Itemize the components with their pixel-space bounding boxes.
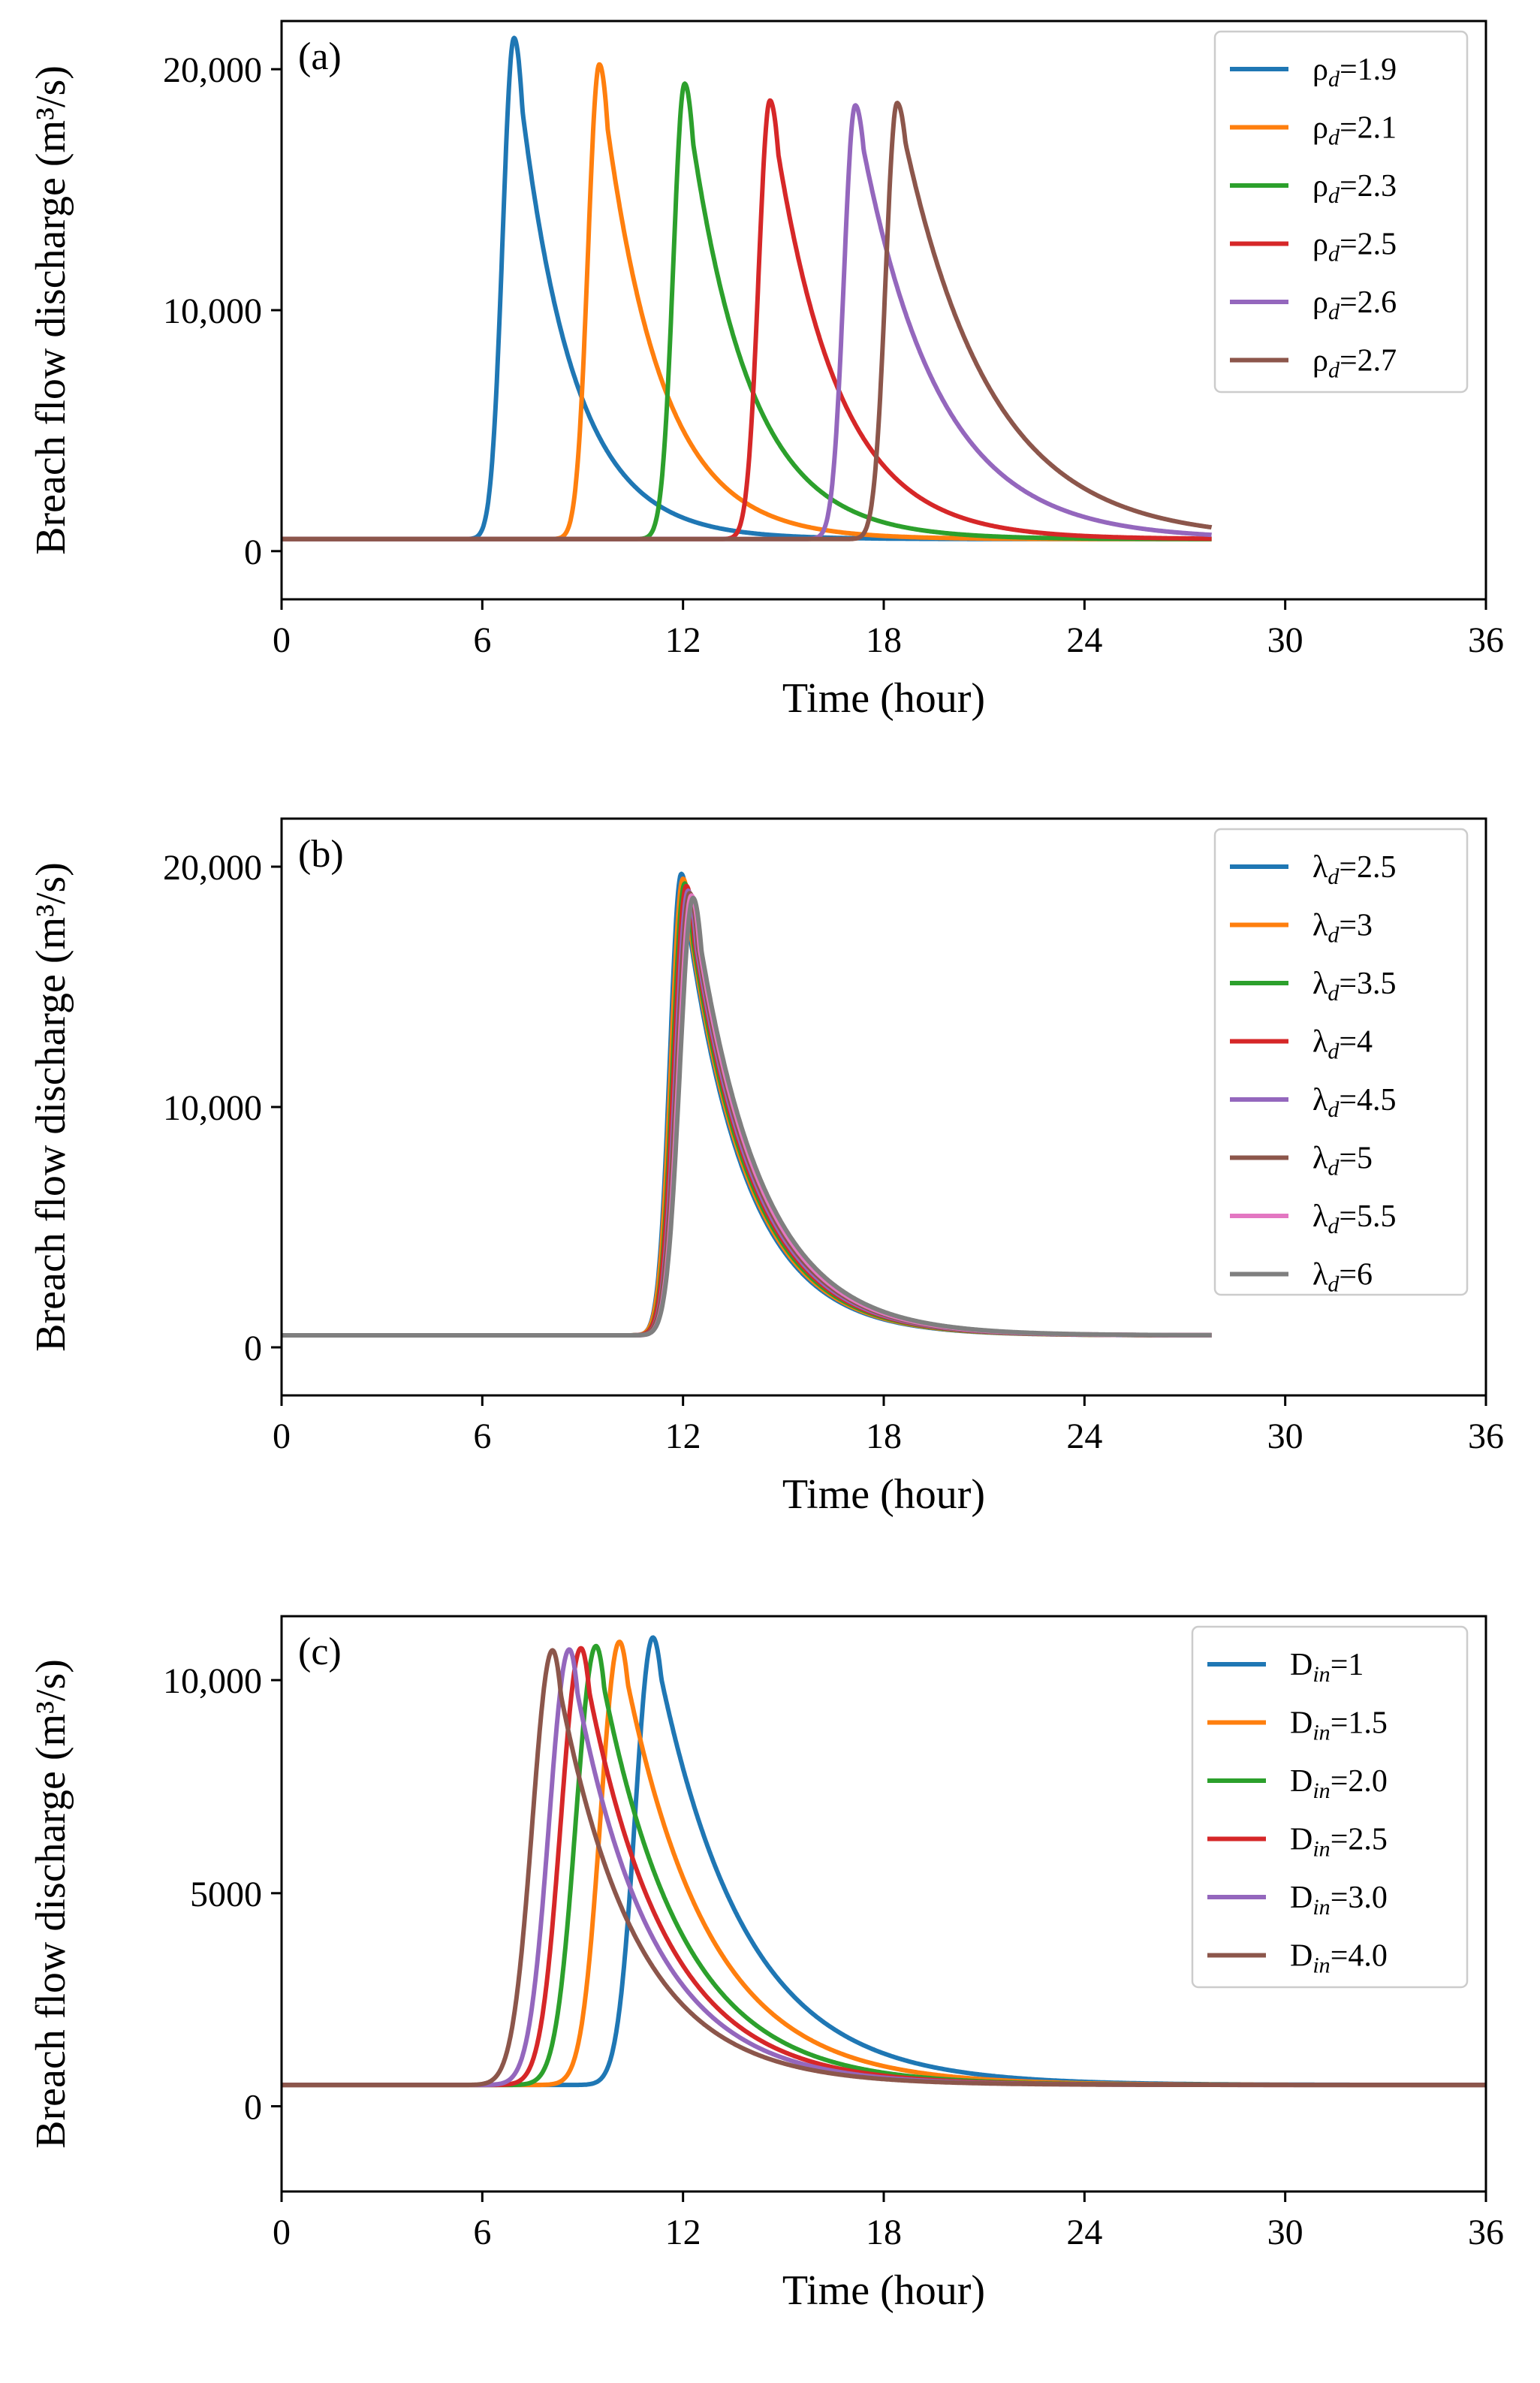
- series-line-6: [282, 891, 1213, 1338]
- legend-entry: Din=2.0: [1290, 1764, 1388, 1803]
- x-axis-label: Time (hour): [782, 675, 985, 722]
- x-tick-label: 18: [866, 620, 902, 660]
- x-tick-label: 0: [273, 620, 291, 660]
- legend-entry: λd=2.5: [1312, 850, 1397, 889]
- x-axis-label: Time (hour): [782, 1471, 985, 1518]
- y-axis-label: Breach flow discharge (m³/s): [28, 65, 74, 555]
- series-group: [282, 871, 1213, 1338]
- legend-entry: Din=4.0: [1290, 1939, 1388, 1978]
- y-tick-label: 20,000: [163, 50, 262, 90]
- chart-panel-3: 0 6 12 18 24 30 36 0 5000 10,000 Time (hour) Breach…: [28, 1615, 1504, 2314]
- legend-entry: λd=3: [1312, 909, 1373, 948]
- x-tick-label: 24: [1066, 2213, 1102, 2252]
- y-tick-label: 10,000: [163, 1088, 262, 1128]
- x-tick-label: 24: [1066, 1416, 1102, 1456]
- y-tick-label: 0: [244, 2088, 262, 2128]
- series-line-1: [282, 871, 1213, 1338]
- legend-entry: λd=4.5: [1312, 1083, 1397, 1122]
- legend-entry: λd=5: [1312, 1142, 1373, 1181]
- y-tick-label: 10,000: [163, 291, 262, 331]
- legend-entry: ρd=2.6: [1312, 285, 1397, 324]
- series-line-2: [282, 876, 1213, 1338]
- chart-panel-2: 0 6 12 18 24 30 36 0 10,000 20,000 Time (hour) Brea…: [28, 817, 1504, 1518]
- y-tick-label: 20,000: [163, 848, 262, 888]
- legend-entry: ρd=2.3: [1312, 169, 1397, 208]
- x-tick-label: 0: [273, 1416, 291, 1456]
- y-tick-label: 5000: [190, 1875, 262, 1914]
- x-tick-label: 36: [1468, 1416, 1504, 1456]
- x-tick-label: 0: [273, 2213, 291, 2252]
- legend-entry: ρd=1.9: [1312, 53, 1397, 92]
- legend-box: [1213, 828, 1469, 1296]
- series-line-8: [282, 895, 1213, 1338]
- y-axis-label: Breach flow discharge (m³/s): [28, 862, 74, 1352]
- x-tick-label: 30: [1267, 2213, 1303, 2252]
- x-tick-label: 30: [1267, 620, 1303, 660]
- series-line-6: [282, 1648, 1486, 2088]
- y-axis-label: Breach flow discharge (m³/s): [28, 1659, 74, 2149]
- legend: ρd=1.9 ρd=2.1 ρd=2.3 ρd=2.5 ρd=2.6 ρd=2.7: [1213, 30, 1469, 394]
- series-line-3: [282, 881, 1213, 1338]
- x-tick-label: 12: [665, 2213, 701, 2252]
- legend-entry: λd=3.5: [1312, 967, 1397, 1006]
- legend-entry: λd=6: [1312, 1258, 1373, 1297]
- panel-label: (c): [298, 1630, 342, 1673]
- x-axis-label: Time (hour): [782, 2267, 985, 2314]
- legend-entry: λd=4: [1312, 1025, 1373, 1064]
- x-tick-label: 18: [866, 1416, 902, 1456]
- x-tick-label: 36: [1468, 620, 1504, 660]
- y-tick-label: 0: [244, 532, 262, 572]
- y-tick-label: 10,000: [163, 1661, 262, 1701]
- series-line-4: [282, 98, 1213, 541]
- legend-entry: ρd=2.5: [1312, 228, 1397, 267]
- legend-entry: Din=2.5: [1290, 1823, 1388, 1862]
- x-tick-label: 36: [1468, 2213, 1504, 2252]
- series-group: [282, 1635, 1486, 2088]
- x-tick-label: 6: [473, 620, 491, 660]
- x-tick-label: 18: [866, 2213, 902, 2252]
- legend: λd=2.5 λd=3 λd=3.5 λd=4 λd=4.5 λd=5 λd=5.5 λd=6: [1213, 828, 1469, 1297]
- x-tick-label: 6: [473, 1416, 491, 1456]
- chart-panel-1: 0 6 12 18 24 30 36 0 10,000 20,000 Time (hour) Brea…: [28, 20, 1504, 722]
- x-tick-label: 12: [665, 1416, 701, 1456]
- legend-entry: λd=5.5: [1312, 1199, 1397, 1238]
- legend-entry: ρd=2.7: [1312, 344, 1397, 383]
- x-tick-label: 24: [1066, 620, 1102, 660]
- x-tick-label: 6: [473, 2213, 491, 2252]
- x-tick-label: 30: [1267, 1416, 1303, 1456]
- panel-label: (a): [298, 35, 342, 78]
- x-tick-label: 12: [665, 620, 701, 660]
- legend-entry: ρd=2.1: [1312, 111, 1397, 150]
- series-line-7: [282, 893, 1213, 1338]
- series-line-5: [282, 888, 1213, 1338]
- series-group: [282, 35, 1213, 541]
- series-line-6: [282, 101, 1213, 541]
- legend-entry: Din=3.0: [1290, 1881, 1388, 1920]
- y-tick-label: 0: [244, 1329, 262, 1368]
- panel-label: (b): [298, 833, 344, 876]
- legend-entry: Din=1.5: [1290, 1706, 1388, 1745]
- series-line-4: [282, 883, 1213, 1338]
